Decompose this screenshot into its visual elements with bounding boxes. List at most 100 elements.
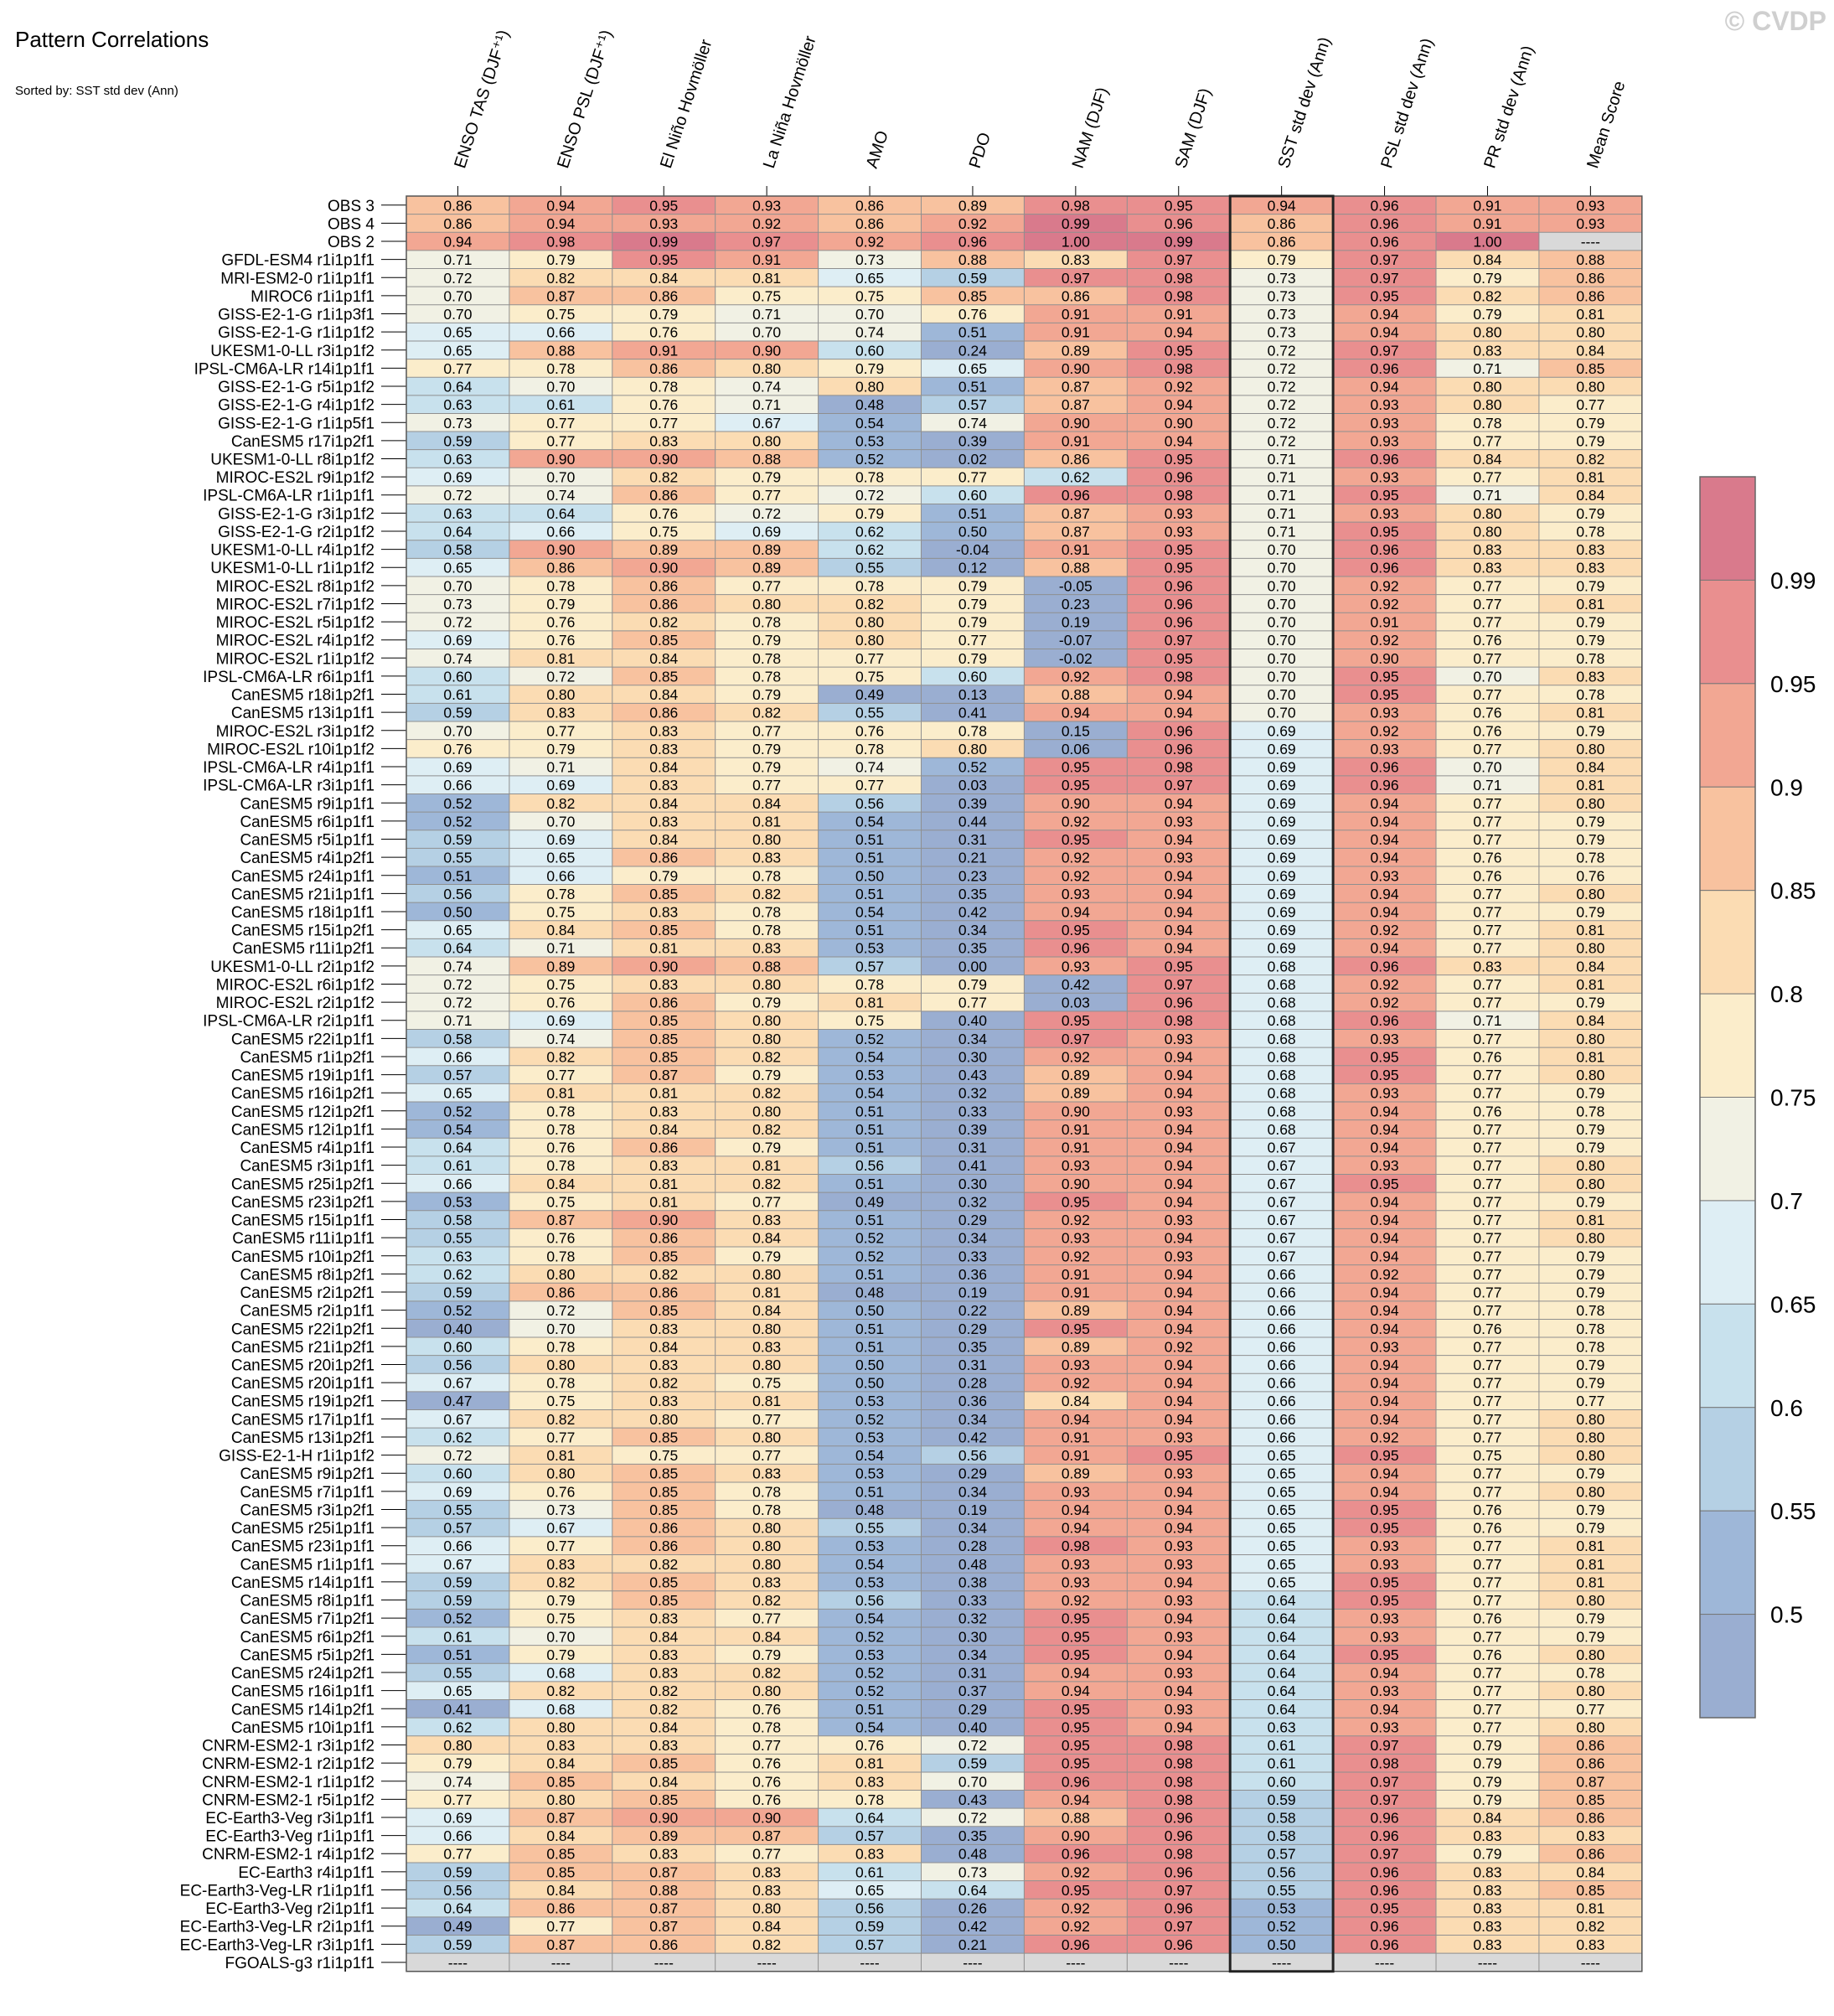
heatmap-cell	[715, 866, 819, 885]
cell-value: 0.77	[1473, 1248, 1501, 1264]
cell-value: 0.82	[649, 1556, 678, 1573]
heatmap-cell	[509, 793, 612, 813]
heatmap-cell	[1024, 1391, 1128, 1410]
heatmap-cell	[818, 1573, 922, 1591]
cell-value: 0.95	[649, 251, 678, 268]
heatmap-cell	[1333, 558, 1436, 577]
heatmap-cell	[818, 830, 922, 849]
heatmap-cell	[509, 540, 612, 559]
heatmap-cell	[818, 1844, 922, 1864]
heatmap-cell	[1024, 449, 1128, 468]
row-label: CanESM5 r16i1p2f1	[231, 1085, 375, 1103]
cell-value: 0.89	[752, 541, 781, 558]
cell-value: 0.69	[443, 759, 472, 776]
heatmap-cell	[715, 739, 819, 758]
cell-value: 0.84	[752, 795, 781, 812]
heatmap-cell	[1538, 739, 1642, 758]
cell-value: 0.69	[1268, 722, 1296, 739]
cell-value: 0.67	[1268, 1212, 1296, 1228]
cell-value: 0.80	[752, 596, 781, 613]
heatmap-cell	[1127, 558, 1231, 577]
cell-value: 0.80	[752, 1538, 781, 1554]
cell-value: 0.79	[1473, 270, 1501, 287]
heatmap-cell	[1538, 1953, 1642, 1972]
cell-value: 0.33	[958, 1103, 987, 1119]
cell-value: 0.64	[443, 1140, 472, 1156]
heatmap-cell	[406, 1264, 509, 1284]
heatmap-cell	[715, 250, 819, 269]
cell-value: 0.82	[752, 1085, 781, 1102]
heatmap-cell	[1230, 757, 1334, 776]
cell-value: 0.80	[649, 1411, 678, 1428]
heatmap-cell	[715, 1300, 819, 1320]
cell-value: 0.81	[752, 1157, 781, 1174]
cell-value: 0.71	[443, 1012, 472, 1029]
cell-value: 0.87	[649, 1918, 678, 1935]
heatmap-cell	[1538, 1210, 1642, 1229]
cell-value: 0.79	[1473, 1791, 1501, 1808]
heatmap-cell	[1230, 884, 1334, 903]
cell-value: 0.81	[1576, 976, 1604, 993]
heatmap-cell	[818, 1409, 922, 1429]
heatmap-cell	[921, 1409, 1025, 1429]
cell-value: 0.42	[958, 1918, 987, 1935]
heatmap-cell	[612, 522, 716, 540]
heatmap-cell	[406, 196, 509, 215]
cell-value: 0.94	[1165, 1085, 1193, 1102]
cell-value: 0.99	[1165, 234, 1193, 251]
heatmap-cell	[1538, 1754, 1642, 1772]
cell-value: 0.84	[1576, 958, 1604, 974]
heatmap-cell	[715, 1155, 819, 1175]
cell-value: 0.66	[1268, 1411, 1296, 1428]
row-label: CanESM5 r2i1p2f1	[240, 1285, 375, 1302]
cell-value: 0.73	[1268, 306, 1296, 323]
heatmap-cell	[818, 902, 922, 921]
heatmap-cell	[509, 504, 612, 523]
heatmap-cell	[921, 449, 1025, 468]
heatmap-cell	[715, 1264, 819, 1284]
row-label: CanESM5 r6i1p2f1	[240, 1629, 375, 1646]
cell-value: 0.94	[1165, 1157, 1193, 1174]
heatmap-cell	[1127, 1771, 1231, 1791]
cell-value: 0.80	[1576, 324, 1604, 341]
heatmap-cell	[1230, 196, 1334, 215]
heatmap-cell	[1538, 304, 1642, 323]
heatmap-cell	[406, 304, 509, 323]
cell-value: 0.80	[1576, 1592, 1604, 1609]
cell-value: 0.59	[958, 1755, 987, 1772]
row-label: CanESM5 r18i1p2f1	[231, 687, 375, 705]
cell-value: 0.71	[1473, 1012, 1501, 1029]
colorbar-border	[1699, 476, 1756, 1719]
heatmap-cell	[1127, 1699, 1231, 1719]
cell-value: 0.80	[752, 1683, 781, 1699]
cell-value: 0.94	[1371, 1248, 1399, 1264]
heatmap-cell	[406, 1518, 509, 1537]
cell-value: 0.94	[1165, 1321, 1193, 1337]
heatmap-cell	[1538, 649, 1642, 668]
heatmap-cell	[715, 232, 819, 251]
heatmap-cell	[1230, 1355, 1334, 1374]
heatmap-cell	[715, 1590, 819, 1610]
heatmap-cell	[509, 775, 612, 794]
cell-value: 0.56	[855, 1900, 884, 1917]
heatmap-cell	[612, 630, 716, 649]
heatmap-cell	[406, 1464, 509, 1483]
row-label: EC-Earth3-Veg r2i1p1f1	[205, 1900, 375, 1918]
heatmap-cell	[1333, 1699, 1436, 1719]
cell-value: 0.75	[546, 976, 575, 993]
heatmap-cell	[509, 920, 612, 939]
heatmap-cell	[1436, 938, 1539, 958]
cell-value: 0.93	[1062, 1574, 1090, 1590]
heatmap-cell	[1538, 938, 1642, 958]
heatmap-cell	[921, 1645, 1025, 1664]
heatmap-cell	[921, 703, 1025, 721]
cell-value: ----	[1375, 1954, 1394, 1971]
heatmap-cell	[1538, 613, 1642, 631]
heatmap-cell	[1127, 1228, 1231, 1247]
heatmap-cell	[509, 432, 612, 450]
cell-value: 0.83	[1473, 1936, 1501, 1953]
cell-value: 0.69	[546, 777, 575, 793]
heatmap-cell	[1127, 1210, 1231, 1229]
cell-value: 0.73	[958, 1864, 987, 1880]
cell-value: 0.70	[1268, 705, 1296, 721]
